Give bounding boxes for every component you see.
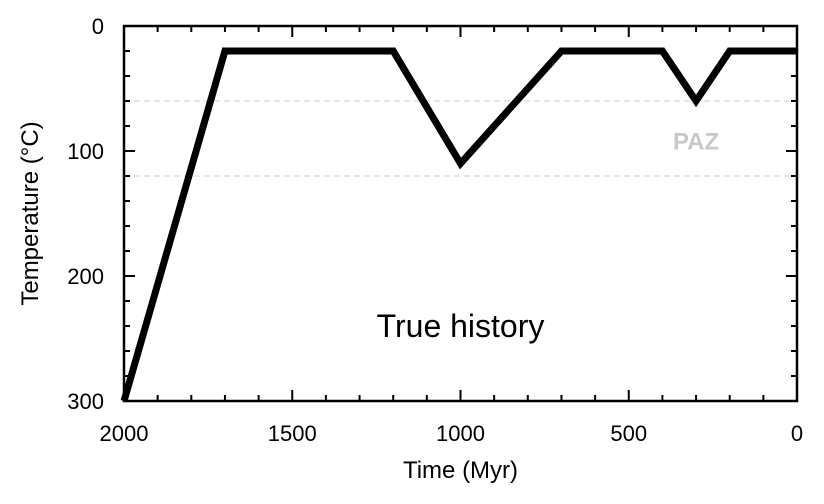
x-tick-label: 1000 [436, 421, 485, 446]
major-ticks [123, 25, 798, 402]
x-tick-label: 1500 [268, 421, 317, 446]
history-label: True history [377, 308, 545, 344]
paz-label: PAZ [673, 129, 719, 156]
minor-ticks [124, 26, 797, 401]
x-tick-label: 2000 [100, 421, 149, 446]
y-tick-label: 200 [67, 264, 104, 289]
y-tick-label: 0 [92, 14, 104, 39]
paz-boundary-lines [124, 100, 797, 177]
y-tick-label: 300 [67, 389, 104, 414]
y-tick-labels: 0 100 200 300 [67, 14, 104, 414]
x-tick-label: 500 [610, 421, 647, 446]
series-layer [120, 47, 797, 402]
annotations: True history PAZ [377, 129, 720, 345]
x-axis-title: Time (Myr) [403, 457, 518, 484]
x-tick-labels: 2000 1500 1000 500 0 [100, 421, 804, 446]
y-tick-label: 100 [67, 139, 104, 164]
y-axis-title: Temperature (°C) [17, 121, 44, 305]
x-tick-label: 0 [791, 421, 803, 446]
plot-frame [122, 24, 799, 403]
series-line-0 [120, 47, 797, 402]
